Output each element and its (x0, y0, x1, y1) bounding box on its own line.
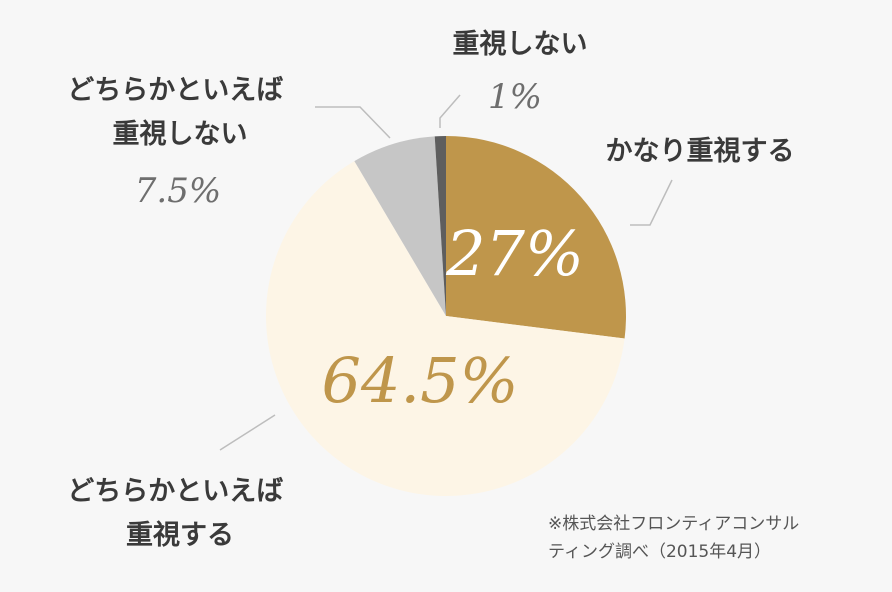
source-line: ティング調べ（2015年4月） (548, 542, 772, 562)
source-note: ※株式会社フロンティアコンサル ティング調べ（2015年4月） (548, 510, 878, 566)
slice-value-strongly: 27% (445, 217, 584, 290)
leader-line-strongly (630, 179, 673, 226)
slice-not (434, 136, 446, 316)
leader-line-somewhat (219, 414, 276, 451)
slice-value-somewhat: 64.5% (322, 344, 519, 417)
leader-line-somewhat-not (315, 106, 391, 139)
slice-label-not: 重視しない (453, 29, 588, 60)
pie-slices (265, 136, 626, 497)
leader-line-not (439, 94, 461, 128)
slice-somewhat (265, 161, 625, 497)
slice-value-not: 1% (488, 77, 542, 117)
slice-value-somewhat-not: 7.5% (135, 171, 221, 211)
slice-somewhat-not (354, 136, 446, 316)
slice-label-strongly: かなり重視する (606, 136, 795, 167)
slice-strongly (446, 136, 626, 339)
source-line: ※株式会社フロンティアコンサル (548, 514, 800, 534)
slice-label-somewhat: どちらかといえば 重視する (67, 476, 292, 551)
slice-label-somewhat-not: どちらかといえば 重視しない (67, 75, 292, 150)
